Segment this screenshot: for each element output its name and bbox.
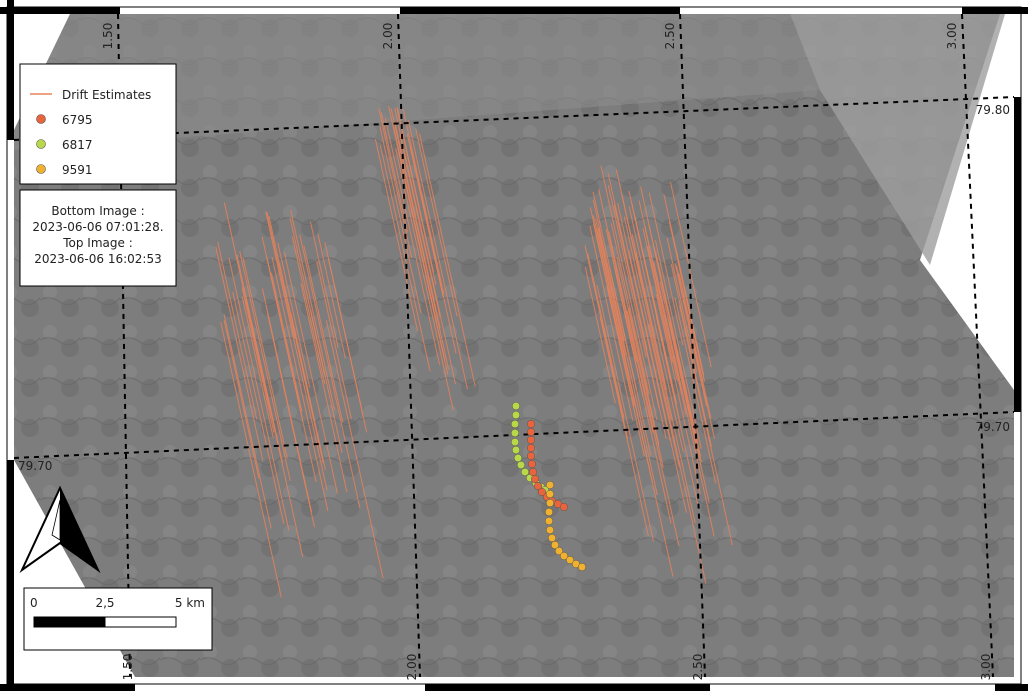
buoy-position	[527, 444, 535, 452]
grid-label: 1.50	[101, 23, 115, 50]
buoy-position	[545, 517, 553, 525]
buoy-position	[546, 490, 554, 498]
legend-symbol	[37, 115, 46, 124]
grid-label: 3.00	[979, 654, 993, 681]
grid-label: 79.70	[18, 459, 52, 473]
grid-label: 3.00	[945, 23, 959, 50]
info-line: Bottom Image :	[51, 204, 144, 218]
buoy-position	[512, 446, 520, 454]
info-line: Top Image :	[62, 236, 133, 250]
buoy-position	[527, 428, 535, 436]
buoy-position	[511, 420, 519, 428]
buoy-position	[578, 563, 586, 571]
buoy-position	[514, 454, 522, 462]
buoy-position	[517, 461, 525, 469]
legend-item: 6817	[62, 138, 93, 152]
buoy-position	[521, 468, 529, 476]
buoy-position	[511, 438, 519, 446]
grid-label: 2.50	[691, 654, 705, 681]
buoy-position	[512, 402, 520, 410]
buoy-position	[546, 499, 554, 507]
buoy-position	[511, 429, 519, 437]
buoy-position	[527, 452, 535, 460]
buoy-position	[548, 534, 556, 542]
legend: Drift Estimates 6795 6817 9591	[20, 64, 176, 184]
buoy-position	[531, 475, 539, 483]
buoy-position	[527, 436, 535, 444]
buoy-position	[545, 508, 553, 516]
grid-label: 79.70	[976, 420, 1010, 434]
legend-item: 9591	[62, 163, 93, 177]
info-line: 2023-06-06 07:01:28.	[32, 220, 163, 234]
buoy-position	[527, 420, 535, 428]
grid-label: 2.50	[663, 23, 677, 50]
grid-label: 1.50	[121, 654, 135, 681]
legend-item: 6795	[62, 113, 93, 127]
scale-label: 2,5	[95, 596, 114, 610]
scale-label: 0	[30, 596, 38, 610]
grid-label: 79.80	[976, 103, 1010, 117]
buoy-position	[560, 503, 568, 511]
legend-title: Drift Estimates	[62, 88, 151, 102]
buoy-position	[529, 468, 537, 476]
grid-label: 2.00	[381, 23, 395, 50]
grid-label: 2.00	[405, 654, 419, 681]
map: 1.50 2.00 2.50 3.00 1.50 2.00 2.50 3.00 …	[0, 0, 1028, 691]
buoy-position	[546, 526, 554, 534]
buoy-position	[528, 460, 536, 468]
legend-symbol	[37, 165, 46, 174]
info-box: Bottom Image : 2023-06-06 07:01:28. Top …	[20, 190, 176, 286]
legend-symbol	[37, 140, 46, 149]
buoy-position	[546, 481, 554, 489]
scale-label: 5 km	[175, 596, 205, 610]
scale-bar: 0 2,5 5 km	[24, 588, 212, 650]
info-line: 2023-06-06 16:02:53	[34, 252, 161, 266]
buoy-position	[512, 411, 520, 419]
